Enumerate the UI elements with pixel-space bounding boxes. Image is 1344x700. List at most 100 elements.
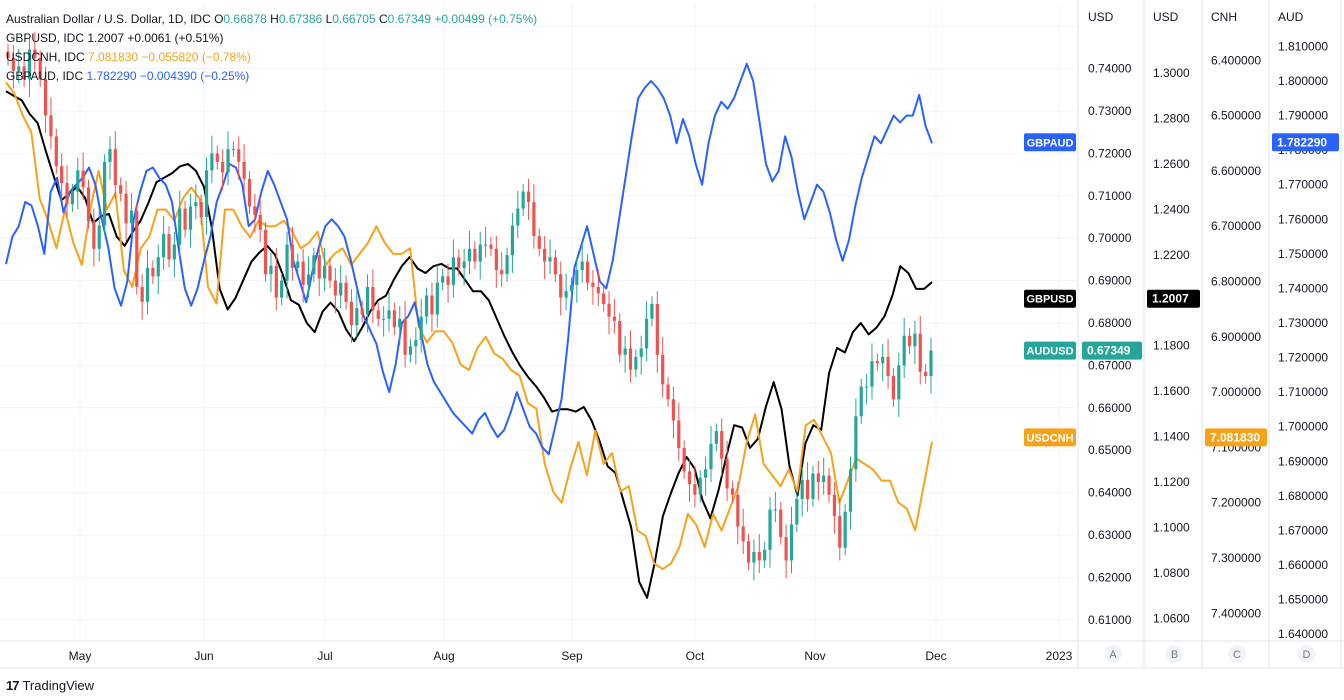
candle-body (789, 524, 794, 561)
candle (881, 344, 885, 382)
legend-gbpusd[interactable]: GBPUSD, IDC 1.2007 +0.0061 (+0.51%) (6, 29, 537, 48)
legend-h-label: H (270, 12, 279, 26)
candle (317, 242, 321, 297)
candle (811, 465, 815, 507)
candle-body (462, 261, 466, 268)
candle (382, 306, 386, 337)
candle-body (124, 193, 128, 224)
candle-body (467, 248, 472, 262)
scale-tick-aud: 1.760000 (1278, 212, 1328, 226)
candle-body (714, 431, 718, 444)
candle (204, 157, 209, 235)
candle (483, 226, 488, 258)
candle (800, 467, 804, 517)
legend-gbpusd-symbol: GBPUSD, IDC (6, 31, 85, 45)
candle (897, 352, 901, 418)
candle-body (263, 229, 268, 275)
candle (580, 243, 584, 283)
candle-body (720, 431, 724, 459)
candle-body (902, 335, 906, 366)
candle-body (859, 386, 863, 417)
candle-body (510, 225, 515, 256)
candle-body (929, 350, 933, 376)
candle (623, 335, 627, 373)
candle-body (349, 301, 354, 326)
candle-body (151, 267, 155, 277)
candle-body (693, 484, 697, 495)
tradingview-logo-icon[interactable]: 17 (6, 678, 20, 693)
candle (693, 466, 697, 508)
candle (54, 128, 58, 174)
candle (274, 247, 278, 311)
candle-body (639, 348, 643, 357)
candle (682, 440, 686, 480)
candle (435, 264, 439, 328)
scale-tick-usd: 0.66000 (1088, 401, 1132, 415)
badge-label-audusd (1024, 341, 1076, 360)
candle (269, 253, 273, 293)
candle (156, 244, 160, 295)
candle (510, 212, 515, 273)
candle-body (97, 225, 101, 249)
candle (290, 226, 295, 281)
candle-body (709, 443, 713, 470)
candle-body (435, 282, 439, 315)
candle-body (483, 244, 488, 246)
candle-body (296, 261, 300, 268)
candle-body (306, 274, 311, 285)
candle-body (478, 244, 482, 262)
candle (172, 231, 176, 278)
candle-body (875, 361, 879, 364)
candle-body (285, 244, 289, 281)
candle (494, 236, 498, 288)
candle (677, 402, 681, 461)
legend-usdcnh[interactable]: USDCNH, IDC 7.081830 −0.055820 (−0.78%) (6, 48, 537, 67)
legend-main[interactable]: Australian Dollar / U.S. Dollar, 1D, IDC… (6, 10, 537, 29)
candle-body (360, 308, 364, 315)
candle (655, 291, 659, 373)
scale-tick-cnh: 6.900000 (1211, 330, 1261, 344)
x-tick-label: Aug (433, 649, 454, 663)
candle-body (33, 49, 37, 58)
candle (451, 239, 456, 298)
candle (371, 269, 375, 323)
candle (500, 252, 504, 287)
badge-name-gbpaud: GBPAUD (1027, 137, 1074, 149)
footer-brand[interactable]: TradingView (22, 678, 95, 693)
scale-tick-cnh: 6.500000 (1211, 109, 1261, 123)
scale-footer-usd: A (1109, 649, 1117, 661)
candle (714, 423, 718, 452)
candle (462, 248, 466, 286)
candle-body (344, 282, 348, 302)
candle-body (419, 316, 423, 340)
scale-tick-cnh: 7.000000 (1211, 385, 1261, 399)
scale-button-aud (1297, 645, 1316, 663)
scale-tick-usd: 0.68000 (1088, 316, 1132, 330)
candle (671, 386, 676, 439)
candle-body (725, 458, 729, 489)
candle-body (494, 248, 498, 270)
candle-body (231, 149, 235, 151)
footer: 17 TradingView (6, 678, 94, 693)
candle-body (312, 255, 316, 275)
candle (859, 378, 863, 424)
legend-open: 0.66878 (223, 12, 267, 26)
candle (221, 149, 225, 191)
scale-tick-aud: 1.770000 (1278, 178, 1328, 192)
x-tick-label: Jun (194, 649, 213, 663)
legend-gbpusd-change: +0.0061 (+0.51%) (127, 31, 224, 45)
scale-tick-cnh: 6.800000 (1211, 275, 1261, 289)
candle (779, 501, 783, 545)
scale-tick-usd: 0.67000 (1088, 358, 1132, 372)
candle (763, 542, 767, 569)
candle (124, 180, 128, 242)
scale-tick-usd: 0.70000 (1088, 231, 1132, 245)
line-usdcnh (5, 81, 933, 571)
legend-gbpaud[interactable]: GBPAUD, IDC 1.782290 −0.004390 (−0.25%) (6, 67, 537, 86)
candle-body (317, 255, 321, 279)
candle-body (655, 303, 659, 355)
candle (339, 264, 343, 309)
scale-tick-usd2: 1.0600 (1153, 611, 1190, 625)
candle (199, 194, 203, 225)
